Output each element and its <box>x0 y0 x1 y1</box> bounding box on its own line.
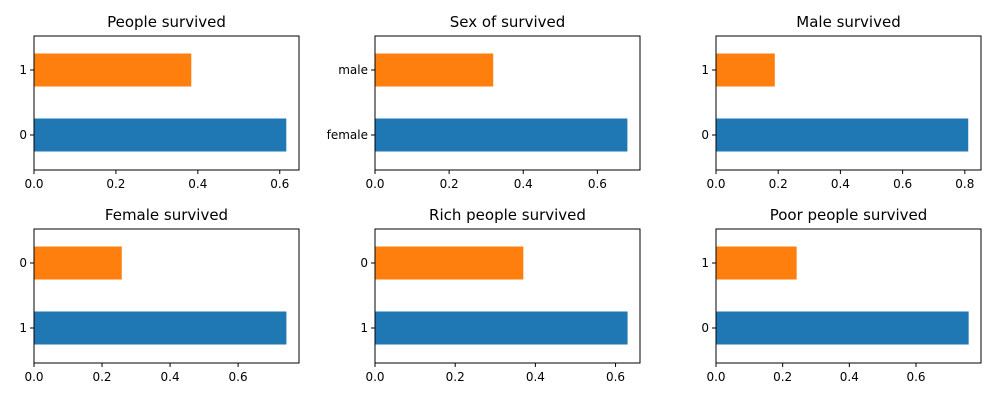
subplot-title: Rich people survived <box>429 206 586 224</box>
y-tick-label: 1 <box>701 63 709 77</box>
bar-orange <box>716 53 775 87</box>
subplot-title: Poor people survived <box>770 206 928 224</box>
x-tick-label: 0.2 <box>92 370 111 384</box>
x-tick-label: 0.0 <box>706 177 725 191</box>
x-tick-label: 0.0 <box>24 177 43 191</box>
bar-orange <box>375 53 494 87</box>
subplot-2: Sex of survived female male 0.0 0.2 0.4 0.6 <box>327 13 641 191</box>
x-tick-label: 0.6 <box>588 177 607 191</box>
x-tick-label: 0.8 <box>955 177 974 191</box>
x-tick-label: 0.0 <box>24 370 43 384</box>
bar-orange <box>34 246 122 280</box>
x-tick-label: 0.6 <box>606 370 625 384</box>
bar-blue <box>716 311 969 345</box>
y-tick-label: male <box>338 63 368 77</box>
x-tick-label: 0.6 <box>893 177 912 191</box>
subplot-title: Female survived <box>105 206 228 224</box>
x-tick-label: 0.2 <box>769 177 788 191</box>
x-tick-label: 0.2 <box>440 177 459 191</box>
subplot-3: Male survived 0 1 0.0 0.2 0.4 0.6 0.8 <box>701 13 982 191</box>
subplot-title: People survived <box>107 13 226 31</box>
bar-blue <box>34 118 287 152</box>
x-tick-label: 0.2 <box>446 370 465 384</box>
plot-frame <box>715 35 982 171</box>
y-tick-label: 1 <box>360 321 368 335</box>
bar-blue <box>375 118 628 152</box>
x-tick-label: 0.6 <box>229 370 248 384</box>
y-tick-label: 0 <box>360 256 368 270</box>
x-tick-label: 0.0 <box>706 370 725 384</box>
x-tick-label: 0.4 <box>188 177 207 191</box>
x-tick-label: 0.6 <box>270 177 289 191</box>
y-tick-label: 0 <box>19 256 27 270</box>
y-tick-label: 1 <box>19 63 27 77</box>
x-tick-label: 0.2 <box>106 177 125 191</box>
y-tick-label: female <box>327 128 368 142</box>
bar-orange <box>34 53 192 87</box>
x-tick-label: 0.4 <box>840 370 859 384</box>
plot-frame <box>374 228 641 364</box>
plot-frame <box>33 228 300 364</box>
x-tick-label: 0.4 <box>831 177 850 191</box>
x-tick-label: 0.0 <box>365 177 384 191</box>
subplot-title: Sex of survived <box>450 13 566 31</box>
bar-blue <box>716 118 969 152</box>
subplot-6: Poor people survived 0 1 0.0 0.2 0.4 0.6 <box>701 206 982 384</box>
x-tick-label: 0.2 <box>773 370 792 384</box>
y-tick-label: 0 <box>701 128 709 142</box>
x-tick-label: 0.4 <box>514 177 533 191</box>
bar-blue <box>375 311 628 345</box>
subplot-4: Female survived 1 0 0.0 0.2 0.4 0.6 <box>19 206 300 384</box>
bar-orange <box>375 246 524 280</box>
y-tick-label: 0 <box>701 321 709 335</box>
subplot-1: People survived 0 1 0.0 0.2 0.4 0.6 <box>19 13 300 191</box>
plot-frame <box>33 35 300 171</box>
subplot-title: Male survived <box>796 13 900 31</box>
x-tick-label: 0.4 <box>526 370 545 384</box>
y-tick-label: 1 <box>701 256 709 270</box>
x-tick-label: 0.6 <box>906 370 925 384</box>
y-tick-label: 1 <box>19 321 27 335</box>
x-tick-label: 0.4 <box>161 370 180 384</box>
plot-frame <box>374 35 641 171</box>
x-tick-label: 0.0 <box>365 370 384 384</box>
bar-blue <box>34 311 287 345</box>
plot-frame <box>715 228 982 364</box>
bar-orange <box>716 246 797 280</box>
y-tick-label: 0 <box>19 128 27 142</box>
subplot-5: Rich people survived 1 0 0.0 0.2 0.4 0.6 <box>360 206 641 384</box>
